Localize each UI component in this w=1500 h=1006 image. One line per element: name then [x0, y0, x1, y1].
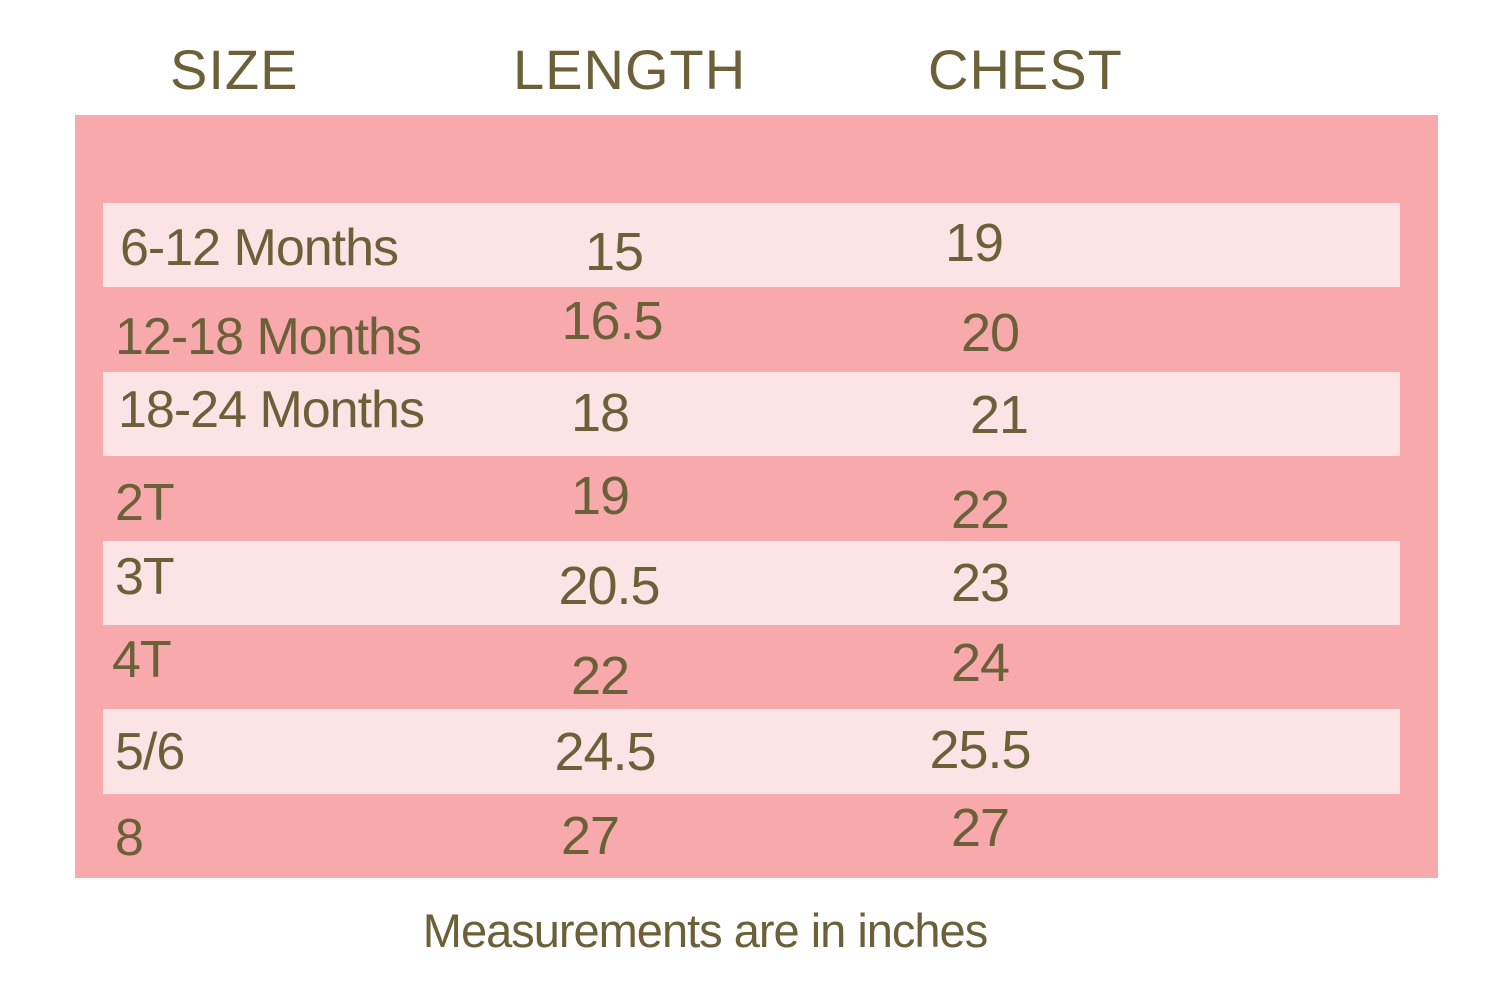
- column-header-length: LENGTH: [513, 38, 747, 101]
- size-cell: 2T: [115, 474, 175, 533]
- table-row: 18-24 Months 18 21: [75, 371, 1438, 457]
- chest-cell: 20: [960, 302, 1020, 363]
- table-row: 3T 20.5 23: [75, 540, 1438, 626]
- size-cell: 6-12 Months: [120, 219, 399, 278]
- chest-cell: 24: [950, 633, 1010, 694]
- length-cell: 20.5: [558, 555, 660, 616]
- length-cell: 19: [570, 466, 630, 527]
- length-cell: 22: [570, 646, 630, 707]
- size-cell: 4T: [112, 631, 172, 690]
- table-row: 6-12 Months 15 19: [75, 203, 1438, 288]
- length-cell: 15: [584, 222, 644, 283]
- size-cell: 3T: [115, 547, 175, 606]
- length-cell: 16.5: [561, 290, 663, 351]
- table-row: 4T 22 24: [75, 625, 1438, 709]
- chest-cell: 25.5: [929, 719, 1031, 780]
- size-cell: 5/6: [115, 722, 185, 781]
- column-header-chest: CHEST: [928, 38, 1123, 101]
- length-cell: 24.5: [554, 721, 656, 782]
- measurement-note: Measurements are in inches: [422, 904, 988, 957]
- table-row: 2T 19 22: [75, 456, 1438, 540]
- column-header-size: SIZE: [170, 38, 299, 101]
- chest-cell: 21: [969, 384, 1029, 445]
- size-cell: 12-18 Months: [115, 307, 422, 366]
- size-cell: 18-24 Months: [118, 380, 425, 439]
- chest-cell: 22: [950, 480, 1010, 541]
- table-row: 5/6 24.5 25.5: [75, 709, 1438, 795]
- length-cell: 27: [560, 805, 620, 866]
- chest-cell: 23: [950, 552, 1010, 613]
- chest-cell: 19: [944, 213, 1004, 274]
- table-row: 8 27 27: [75, 794, 1438, 878]
- table-rows: 6-12 Months 15 19 12-18 Months 16.5 20 1…: [75, 203, 1438, 878]
- table-row: 12-18 Months 16.5 20: [75, 287, 1438, 371]
- chest-cell: 27: [950, 797, 1010, 858]
- size-table-panel: 6-12 Months 15 19 12-18 Months 16.5 20 1…: [75, 115, 1438, 878]
- size-cell: 8: [115, 808, 144, 867]
- length-cell: 18: [570, 382, 630, 443]
